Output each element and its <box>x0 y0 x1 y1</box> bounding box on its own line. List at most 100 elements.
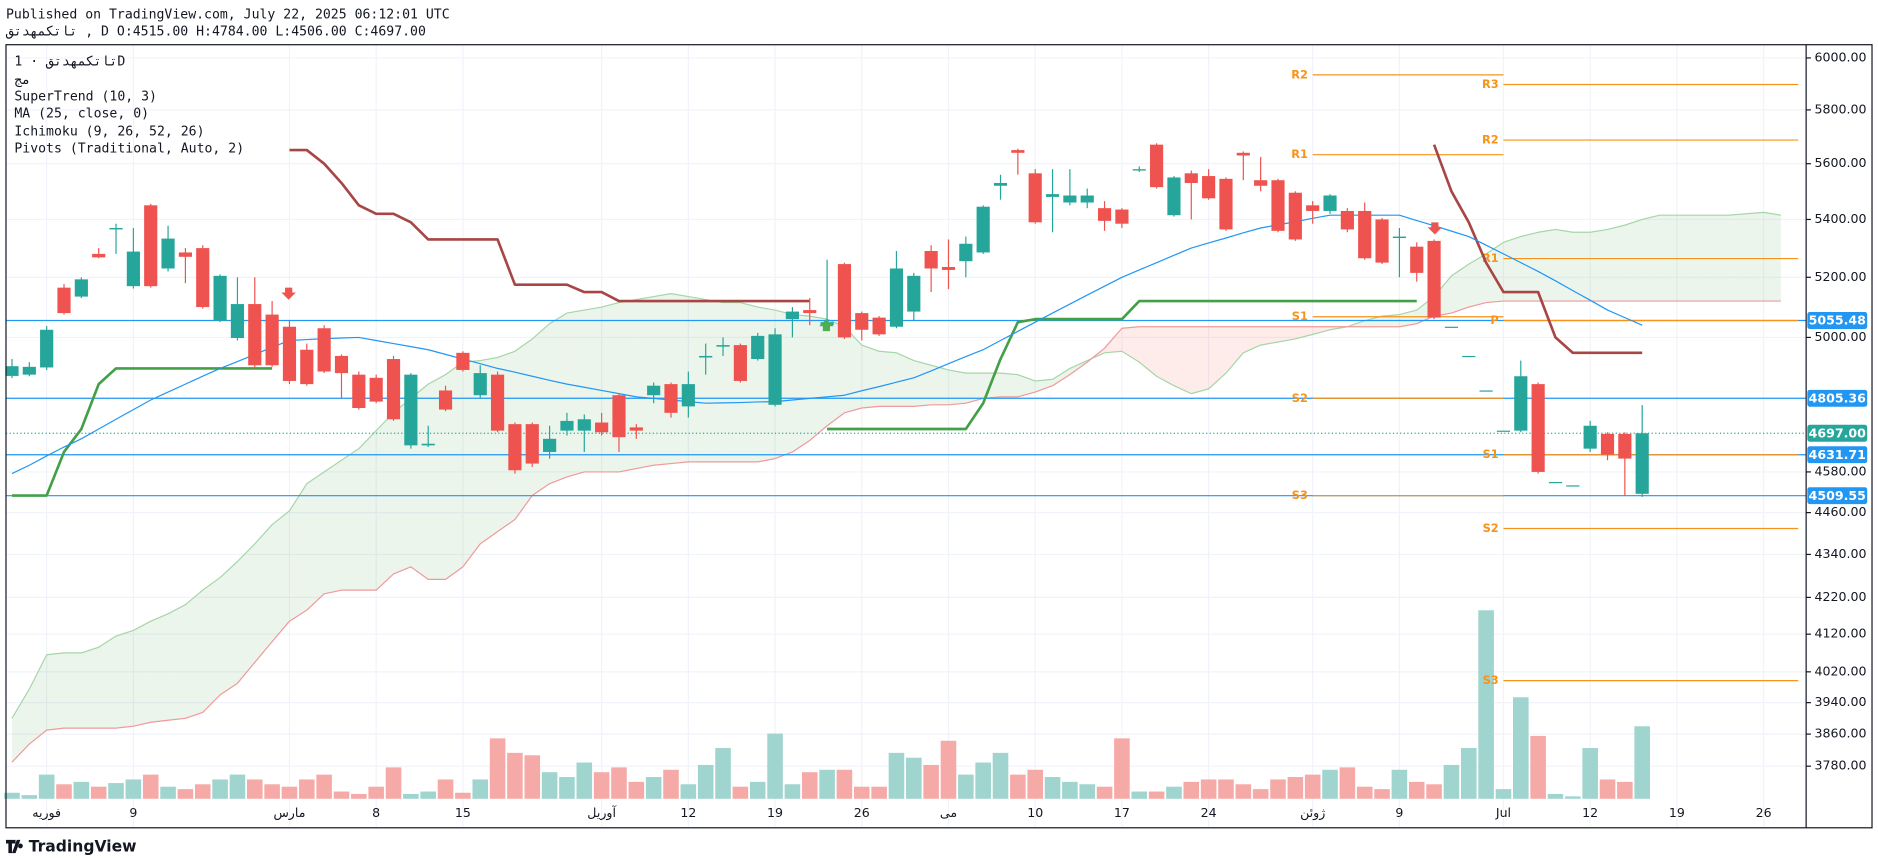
candle-body <box>1635 433 1649 494</box>
pivot-label: P <box>1490 313 1498 327</box>
cloud-segment <box>202 577 221 713</box>
candle-body <box>1427 240 1441 318</box>
volume-bar <box>333 791 350 799</box>
cloud-segment <box>46 652 65 731</box>
volume-bar <box>732 786 749 799</box>
volume-bar <box>1634 726 1650 799</box>
candle-body <box>92 253 106 258</box>
cloud-segment <box>220 561 238 695</box>
candle-body <box>1097 208 1112 221</box>
volume-bar <box>1200 779 1217 799</box>
candle-body <box>1306 205 1320 211</box>
cloud-segment <box>289 483 307 622</box>
price-label: 4631.71 <box>1809 447 1866 462</box>
cloud-segment <box>1746 212 1764 302</box>
candle-body <box>1323 195 1337 211</box>
candle-body <box>456 352 470 370</box>
y-tick-label: 3780.00 <box>1815 758 1867 773</box>
volume-bar <box>299 779 315 799</box>
cloud-segment <box>306 471 325 611</box>
volume-bar <box>21 795 38 799</box>
volume-bar <box>697 764 714 799</box>
x-tick-label: 9 <box>129 805 137 820</box>
cloud-segment <box>272 510 290 642</box>
volume-bar <box>437 779 454 799</box>
x-tick-label: 9 <box>1395 805 1403 820</box>
volume-bar <box>1599 779 1616 799</box>
cloud-segment <box>1728 213 1747 302</box>
cloud-segment <box>1225 326 1244 374</box>
pivot-label: S3 <box>1292 488 1308 502</box>
cloud-segment <box>532 323 550 496</box>
cloud-segment <box>116 630 134 729</box>
volume-bar <box>194 784 211 799</box>
logo-text: TradingView <box>29 837 137 856</box>
cloud-segment <box>740 302 758 462</box>
cloud-segment <box>98 636 117 729</box>
volume-bar <box>680 784 697 799</box>
cloud-segment <box>1139 326 1157 377</box>
candle-body <box>629 427 643 431</box>
cloud-segment <box>1312 326 1331 335</box>
candle-body <box>265 314 279 366</box>
volume-bar <box>507 752 523 799</box>
candle-body <box>1167 177 1181 216</box>
cloud-segment <box>1486 242 1504 303</box>
volume-bar <box>958 774 974 799</box>
cloud-segment <box>1156 326 1174 386</box>
cloud-segment <box>462 360 481 567</box>
axes: 6000.00 5800.00 5600.00 5400.00 5200.00 5000.… <box>32 49 1868 821</box>
chart-frame <box>5 44 1873 829</box>
candle-body <box>872 317 886 335</box>
y-tick-label: 4020.00 <box>1815 663 1867 678</box>
volume-bar <box>56 784 72 799</box>
candle-body <box>421 443 435 446</box>
candle-body <box>716 345 730 347</box>
pivot-label: R1 <box>1291 147 1308 161</box>
volume-bar <box>1565 796 1581 799</box>
candle-body <box>1288 192 1302 240</box>
volume-bar <box>749 781 766 799</box>
cloud-segment <box>254 524 273 663</box>
volume-bar <box>229 774 246 799</box>
cloud-segment <box>688 296 706 462</box>
volume-bar <box>281 786 298 799</box>
candle-body <box>1496 430 1511 432</box>
cloud-segment <box>1191 326 1209 394</box>
volume-bar <box>1166 786 1182 799</box>
candle-body <box>733 345 747 381</box>
candle-body <box>404 374 418 446</box>
x-tick-label: می <box>940 805 957 820</box>
legend-entry: SuperTrend (10, 3) <box>14 90 157 105</box>
candle-body <box>543 438 557 452</box>
cloud-segment <box>566 310 585 477</box>
volume-bar <box>403 793 419 799</box>
cloud-segment <box>1364 316 1383 327</box>
cloud-segment <box>1173 326 1192 394</box>
candle-body <box>993 182 1008 186</box>
volume-bar <box>1027 769 1043 799</box>
legend-exchange: مج <box>14 73 30 88</box>
cloud-segment <box>653 293 672 466</box>
cloud-segment <box>671 293 689 464</box>
candle-body <box>612 395 626 438</box>
candle-body <box>699 355 713 358</box>
cloud-segment <box>1017 374 1036 397</box>
candle-body <box>1410 246 1424 273</box>
volume-bar <box>871 786 887 799</box>
candle-body <box>1444 326 1459 328</box>
candle-body <box>1080 195 1094 203</box>
volume <box>4 610 1650 799</box>
candle-body <box>438 390 453 410</box>
volume-bar <box>1582 748 1598 799</box>
candle-body <box>40 329 54 368</box>
price-label: 4697.00 <box>1809 425 1866 440</box>
pivot-label: S1 <box>1483 447 1499 461</box>
candle-body <box>22 366 36 375</box>
volume-bar <box>645 777 662 799</box>
cloud-segment <box>150 613 169 723</box>
volume-bar <box>1339 767 1356 799</box>
cloud-segment <box>1468 253 1487 308</box>
candle-body <box>508 424 522 471</box>
span-a <box>11 211 1782 719</box>
